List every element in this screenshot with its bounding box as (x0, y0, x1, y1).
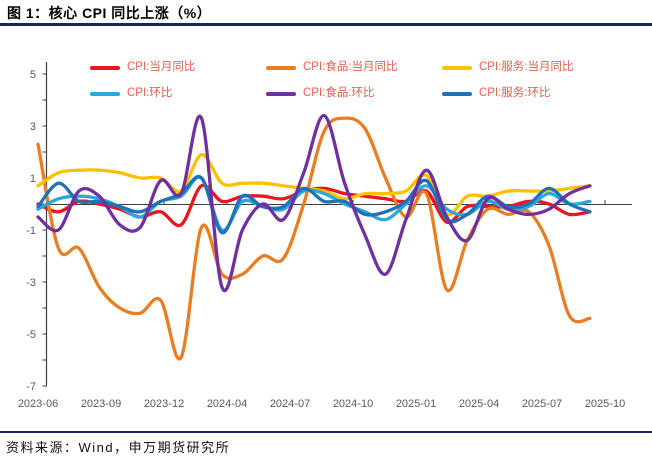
y-tick-label: -7 (26, 381, 36, 393)
x-tick-label: 2023-06 (18, 398, 58, 410)
figure-title: 图 1：核心 CPI 同比上涨（%） (7, 5, 212, 21)
legend-item-cpi-food-mom: CPI:食品:环比 (266, 86, 442, 102)
legend-item-cpi-food-yoy: CPI:食品:当月同比 (266, 60, 442, 76)
x-tick-label: 2025-10 (585, 398, 625, 410)
legend-swatch-cpi-mom (90, 91, 120, 97)
legend-swatch-cpi-food-yoy (266, 65, 296, 71)
y-tick-label: 3 (30, 121, 36, 133)
series-line-cpi-mom (36, 175, 592, 232)
legend-label-cpi-mom: CPI:环比 (127, 87, 173, 100)
legend-label-cpi-food-mom: CPI:食品:环比 (303, 87, 375, 100)
legend-swatch-cpi-services-mom (442, 91, 472, 97)
y-tick-label: 5 (30, 69, 36, 81)
footer-rule (0, 431, 652, 433)
x-tick-label: 2025-01 (396, 398, 436, 410)
source-note: 资料来源：Wind，申万期货研究所 (6, 440, 231, 455)
legend-swatch-cpi-yoy (90, 65, 120, 71)
series-line-cpi-food-mom (36, 113, 592, 293)
x-tick-label: 2023-12 (144, 398, 184, 410)
x-tick-label: 2024-07 (270, 398, 310, 410)
legend-item-cpi-yoy: CPI:当月同比 (90, 60, 266, 76)
legend-label-cpi-food-yoy: CPI:食品:当月同比 (303, 61, 398, 74)
legend-label-cpi-services-mom: CPI:服务:环比 (479, 87, 551, 100)
header-rule (0, 23, 652, 26)
y-tick-label: -1 (26, 225, 36, 237)
y-tick-label: 1 (30, 173, 36, 185)
x-tick-label: 2025-07 (522, 398, 562, 410)
legend-label-cpi-yoy: CPI:当月同比 (127, 61, 196, 74)
x-tick-label: 2024-04 (207, 398, 247, 410)
x-tick-label: 2024-10 (333, 398, 373, 410)
legend-item-cpi-services-yoy: CPI:服务:当月同比 (442, 60, 602, 76)
chart-legend: CPI:当月同比 CPI:食品:当月同比 CPI:服务:当月同比 CPI:环比 CPI:… (90, 60, 610, 102)
x-tick-label: 2025-04 (459, 398, 499, 410)
y-tick-label: -3 (26, 277, 36, 289)
legend-label-cpi-services-yoy: CPI:服务:当月同比 (479, 61, 574, 74)
legend-item-cpi-mom: CPI:环比 (90, 86, 266, 102)
series-line-cpi-food-yoy (36, 116, 592, 361)
legend-swatch-cpi-food-mom (266, 91, 296, 97)
y-tick-label: -5 (26, 329, 36, 341)
x-tick-label: 2023-09 (81, 398, 121, 410)
legend-swatch-cpi-services-yoy (442, 65, 472, 71)
legend-item-cpi-services-mom: CPI:服务:环比 (442, 86, 602, 102)
